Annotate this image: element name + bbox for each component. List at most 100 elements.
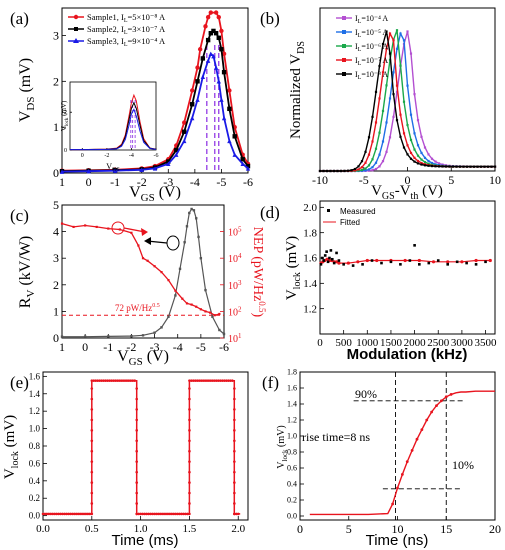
d-measured-point-5 [326,260,330,264]
b-series-line-2 [320,29,495,172]
d-xtick-label-5: 2500 [427,337,450,349]
a-series-2-point-10 [200,74,206,79]
f-ytick-label-7: 1.4 [287,400,297,409]
a-series-line-2 [61,52,249,173]
b-series-4-point-49 [490,165,493,168]
d-measured-point-21 [418,263,421,266]
c-rv-point-21 [222,332,226,336]
b-series-4-point-38 [451,165,455,168]
d-xtick-label-7: 3500 [475,337,498,349]
e-wave-point-3 [47,512,51,516]
c-xtick-label-3: -2 [126,340,136,354]
b-xtick-label-2: 0 [405,173,411,187]
b-series-1-point-22 [395,47,399,50]
a-ytick-label-3: 3 [53,29,59,43]
a-series-0-point-13 [208,10,213,15]
a-series-1-point-12 [208,31,213,36]
c-nep-point-16 [190,303,193,306]
b-series-2-point-15 [371,158,374,161]
e-wave-point-134 [188,439,191,443]
a-xtick-label-6: -5 [216,175,226,189]
c-rv-point-12 [188,211,191,215]
b-xtick-label-3: 5 [448,173,454,187]
e-wave-point-146 [233,449,236,453]
e-wave-point-15 [70,512,74,516]
inset-a: 0 -2 -4 -6 0 2 VGS Vlock (mV) [60,81,159,173]
b-series-4-point-32 [430,164,434,168]
e-wave-point-6 [53,512,57,516]
plot-frame-f [299,371,496,521]
b-series-2-point-19 [385,84,388,87]
b-series-4-point-45 [476,165,479,168]
e-ytick-label-8: 1.6 [29,371,41,381]
e-wave-point-126 [135,387,139,390]
e-xtick-label-3: 1.5 [183,523,197,535]
c-ytick-label-1: 1 [53,304,59,318]
b-series-4-point-1 [322,169,325,173]
b-series-1-point-14 [367,168,371,171]
e-ytick-label-2: 0.4 [29,476,41,486]
c-nep-point-17 [195,305,198,308]
d-fitted-point-9 [346,261,350,265]
d-measured-point-4 [325,250,328,253]
b-series-2-point-29 [420,158,423,161]
e-wave-point-136 [188,418,191,422]
e-wave-point-122 [135,429,139,432]
e-wave-point-64 [166,512,170,516]
inset-series-a [70,93,157,151]
e-wave-point-74 [186,512,189,516]
b-series-2-point-14 [367,164,371,167]
e-wave-point-93 [223,379,226,383]
f-curve-point-4 [410,449,414,452]
e-wave-point-51 [141,512,144,516]
b-legend-label-2: IL=10⁻⁶ A [355,42,388,53]
a-xtick-label-7: -6 [243,175,253,189]
b-series-4-point-19 [385,30,388,33]
e-wave-point-0 [41,512,45,516]
a-series-0-point-18 [227,88,232,93]
b-series-3-point-25 [406,144,409,147]
f-ytick-label-6: 1.2 [287,416,297,425]
d-fitted-point-18 [460,260,464,264]
e-wave-point-123 [135,418,139,422]
b-series-2-point-22 [395,29,399,32]
c-y2tick-label-4: 105 [228,226,242,239]
e-wave-point-96 [229,379,232,383]
plot-frame-a [61,7,249,174]
b-series-1-point-16 [374,161,378,164]
vlines-a [206,45,220,173]
y-ticks-d: 1.2 1.4 1.6 1.8 2.0 [303,202,324,315]
d-fitted-point-10 [356,260,360,264]
b-series-3-point-22 [395,84,399,87]
f-curve-point-2 [400,473,404,476]
a-series-2-point-21 [245,166,251,171]
b-series-2-point-24 [402,100,406,103]
f-curve-point-8 [430,410,434,414]
b-series-4-point-6 [339,169,343,173]
a-series-0-point-17 [221,51,227,57]
d-xtick-label-4: 2000 [404,337,427,349]
x-ticks-a: 1 0 -1 -2 -3 -4 -5 -6 [59,169,253,189]
c-nep-point-13 [174,289,177,292]
e-wave-point-143 [233,481,236,484]
a-xtick-label-2: -1 [110,175,120,189]
e-wave-point-43 [125,379,129,383]
b-series-4-point-27 [413,160,416,163]
b-series-3-point-16 [374,121,378,124]
b-series-1-point-33 [434,163,437,166]
e-wave-point-20 [80,512,84,516]
b-series-2-point-12 [360,168,364,172]
b-series-4-point-23 [399,135,402,138]
y-axis-label-b: Normalized VDS [288,41,307,139]
a-series-1-point-6 [174,147,179,153]
c-y2tick-label-3: 104 [228,252,242,265]
series-c [60,207,226,338]
y-axis-label-f: Vlock (mV) [276,425,289,468]
e-wave-point-83 [203,379,207,383]
e-wave-point-9 [59,512,62,516]
b-series-0-point-30 [423,146,427,149]
b-series-1-point-15 [371,166,374,169]
f-curve-point-10 [439,399,443,403]
